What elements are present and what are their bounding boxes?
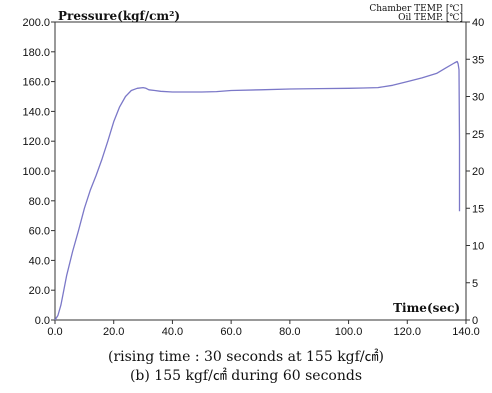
x-tick-label: 140.0	[452, 326, 480, 338]
y-right-tick-label: 35	[472, 54, 484, 66]
y-axis-right: 0 5 10 15 20 25 30 35 40	[466, 17, 484, 327]
series-line-pressure	[54, 60, 461, 321]
figure-caption-note: (rising time : 30 seconds at 155 kgf/㎠)	[107, 349, 385, 365]
x-tick-label: 80.0	[279, 326, 300, 338]
y-tick-label: 60.0	[29, 226, 50, 238]
plot-frame	[54, 21, 467, 321]
y-right-tick-label: 30	[472, 92, 484, 104]
y-right-tick-label: 0	[472, 315, 478, 327]
y-tick-label: 200.0	[22, 17, 50, 29]
x-tick-label: 120.0	[394, 326, 422, 338]
y-tick-label: 40.0	[29, 255, 50, 267]
figure-caption-title: (b) 155 kgf/㎠ during 60 seconds	[129, 368, 363, 384]
y-right-tick-label: 40	[472, 17, 484, 29]
y-axis-right-label-chamber: Chamber TEMP. [℃]	[369, 4, 463, 14]
y-tick-label: 140.0	[22, 106, 50, 118]
y-right-tick-label: 5	[472, 278, 478, 290]
y-right-tick-label: 10	[472, 241, 484, 253]
y-tick-label: 160.0	[22, 77, 50, 89]
pressure-chart: 0.0 20.0 40.0 60.0 80.0 100.0 120.0 140.0 0.0 20…	[22, 4, 484, 338]
x-axis-label: Time(sec)	[393, 301, 460, 315]
x-tick-label: 100.0	[335, 326, 363, 338]
y-right-tick-label: 25	[472, 129, 484, 141]
y-axis-label: Pressure(kgf/cm²)	[58, 9, 180, 23]
y-tick-label: 0.0	[35, 315, 50, 327]
y-right-tick-label: 15	[472, 203, 484, 215]
y-axis-left: 0.0 20.0 40.0 60.0 80.0 100.0 120.0 140.0 160.0 1…	[22, 17, 55, 327]
y-right-tick-label: 20	[472, 166, 484, 178]
y-tick-label: 100.0	[22, 166, 50, 178]
y-tick-label: 80.0	[29, 196, 50, 208]
series-layer	[54, 60, 461, 321]
x-tick-label: 40.0	[162, 326, 183, 338]
y-axis-right-label-oil: Oil TEMP. [℃]	[398, 13, 463, 23]
x-axis: 0.0 20.0 40.0 60.0 80.0 100.0 120.0 140.0	[47, 320, 480, 338]
x-tick-label: 60.0	[220, 326, 241, 338]
y-tick-label: 120.0	[22, 136, 50, 148]
y-tick-label: 20.0	[29, 285, 50, 297]
y-tick-label: 180.0	[22, 47, 50, 59]
x-tick-label: 0.0	[47, 326, 62, 338]
x-tick-label: 20.0	[103, 326, 124, 338]
